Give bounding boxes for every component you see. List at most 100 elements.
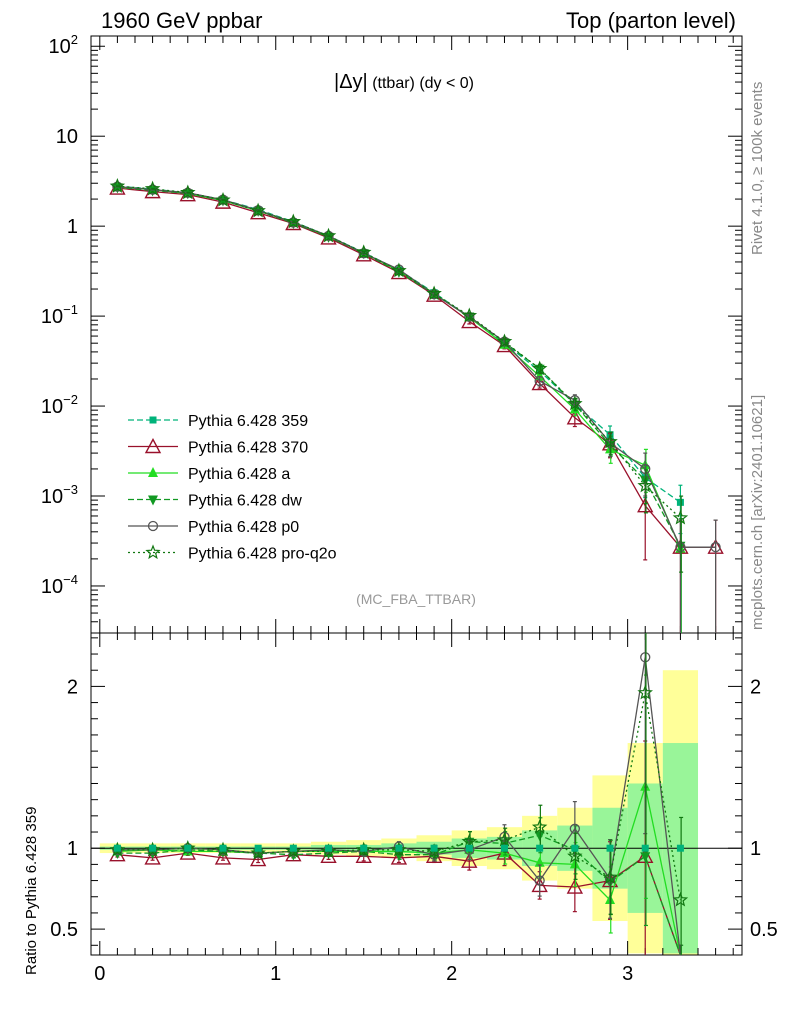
ratio-data-point — [640, 852, 651, 863]
ratio-data-point — [289, 844, 297, 852]
main-y-tick-exp: −3 — [63, 482, 78, 497]
ratio-data-point — [391, 841, 407, 857]
main-y-tick-label: 10−3 — [41, 482, 78, 508]
main-data-point — [602, 433, 618, 449]
ratio-data-point — [465, 844, 473, 852]
ratio-data-point — [641, 844, 649, 852]
ratio-data-point — [325, 844, 333, 852]
ratio-data-point — [109, 841, 126, 857]
main-data-point — [637, 497, 654, 513]
main-data-point — [569, 395, 581, 406]
main-series-line — [117, 185, 681, 519]
main-y-tick-label: 10−1 — [41, 302, 78, 328]
ratio-data-point — [113, 844, 121, 852]
ratio-data-point — [149, 844, 157, 852]
main-series-line — [117, 186, 681, 547]
main-data-point — [675, 542, 686, 553]
ratio-data-point — [430, 844, 438, 852]
ratio-data-point — [566, 878, 584, 894]
x-tick-label: 0 — [94, 963, 105, 985]
legend-marker — [147, 520, 159, 532]
main-y-tick-base: 10 — [41, 306, 63, 328]
ratio-data-point — [184, 844, 192, 852]
main-y-tick-exp: −2 — [63, 392, 78, 407]
legend-label: Pythia 6.428 p0 — [188, 519, 299, 536]
main-data-point — [567, 395, 583, 411]
main-data-point — [109, 178, 126, 193]
main-data-point — [637, 477, 653, 493]
main-data-point — [250, 202, 266, 218]
x-tick-label: 1 — [270, 963, 281, 985]
ratio-data-point — [219, 844, 227, 852]
main-data-point — [391, 262, 407, 278]
plot-title: |Δy| (ttbar) (dy < 0) — [334, 71, 474, 93]
ratio-data-point — [534, 831, 545, 842]
main-y-tick-label: 10 — [56, 126, 78, 148]
ratio-data-point — [606, 844, 614, 852]
ratio-y-label: Ratio to Pythia 6.428 359 — [23, 807, 40, 975]
main-data-point — [710, 542, 721, 553]
ratio-data-point — [640, 652, 651, 663]
header-right: Top (parton level) — [566, 8, 736, 33]
legend-label: Pythia 6.428 pro-q2o — [188, 546, 337, 563]
main-data-point — [640, 463, 651, 475]
plot-title-main: |Δy| — [334, 71, 368, 93]
legend-marker — [144, 438, 162, 454]
ratio-y-tick-label-left: 2 — [67, 676, 78, 698]
ratio-data-point — [461, 852, 478, 868]
ratio-data-point — [254, 844, 262, 852]
main-data-point — [288, 217, 299, 228]
ratio-data-point — [531, 819, 548, 834]
ratio-data-point — [496, 831, 513, 847]
main-data-point — [496, 333, 513, 349]
main-data-point — [534, 375, 545, 387]
main-data-point — [285, 213, 302, 229]
main-y-tick-label: 10−4 — [41, 572, 78, 598]
ratio-y-tick-label-right: 0.5 — [750, 919, 778, 941]
main-y-tick-exp: 2 — [71, 32, 78, 47]
ratio-data-point — [360, 844, 368, 852]
legend-label: Pythia 6.428 359 — [188, 413, 308, 430]
ratio-data-point — [426, 843, 442, 859]
ratio-data-point — [395, 844, 403, 852]
ratio-data-point — [285, 843, 302, 859]
ratio-data-point — [144, 849, 161, 865]
ratio-data-point — [393, 850, 404, 861]
main-y-tick-base: 10 — [41, 396, 63, 418]
legend-marker — [145, 544, 161, 560]
ratio-data-point — [637, 684, 653, 700]
main-data-point — [182, 187, 193, 198]
legend-marker — [148, 467, 158, 477]
main-data-point — [147, 184, 158, 195]
main-data-point — [531, 360, 548, 376]
ratio-y-tick-label-left: 1 — [67, 838, 78, 860]
ratio-data-point — [355, 841, 372, 857]
main-y-tick-base: 1 — [67, 216, 78, 238]
ratio-data-point — [567, 848, 583, 863]
ratio-data-point — [215, 841, 231, 857]
main-data-point — [426, 285, 442, 301]
mcplots-label: mcplots.cern.ch [arXiv:2401.10621] — [749, 395, 766, 630]
ratio-data-point — [602, 869, 618, 884]
main-y-tick-base: 10 — [41, 486, 63, 508]
ratio-y-tick-label-right: 1 — [750, 838, 761, 860]
main-data-point — [428, 289, 440, 300]
legend-marker — [149, 416, 157, 424]
x-tick-label: 2 — [446, 963, 457, 985]
legend: Pythia 6.428 359 Pythia 6.428 370 Pythia 6… — [128, 413, 337, 563]
legend-label: Pythia 6.428 a — [188, 466, 290, 483]
ratio-y-tick-label-left: 0.5 — [50, 919, 78, 941]
main-data-point — [355, 244, 372, 260]
ratio-data-point — [250, 844, 266, 860]
ratio-data-point — [355, 847, 372, 863]
ratio-data-point — [144, 841, 161, 857]
ratio-data-point — [249, 851, 267, 867]
main-data-point — [566, 409, 584, 425]
ratio-data-point — [461, 833, 478, 849]
main-data-point — [461, 307, 478, 323]
main-y-tick-label: 102 — [49, 32, 78, 58]
main-data-point — [604, 437, 616, 448]
ratio-data-point — [390, 849, 408, 865]
main-data-point — [464, 311, 475, 323]
x-tick-label: 3 — [622, 963, 633, 985]
